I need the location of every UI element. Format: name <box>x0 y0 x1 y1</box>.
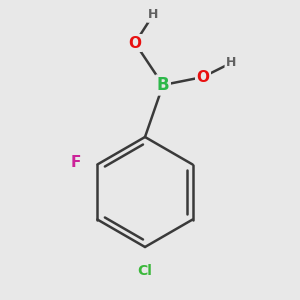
Text: F: F <box>70 155 81 170</box>
Text: B: B <box>157 76 169 94</box>
Text: H: H <box>148 8 158 22</box>
Text: O: O <box>196 70 209 85</box>
Text: H: H <box>226 56 236 70</box>
Text: O: O <box>128 35 142 50</box>
Text: Cl: Cl <box>138 264 152 278</box>
